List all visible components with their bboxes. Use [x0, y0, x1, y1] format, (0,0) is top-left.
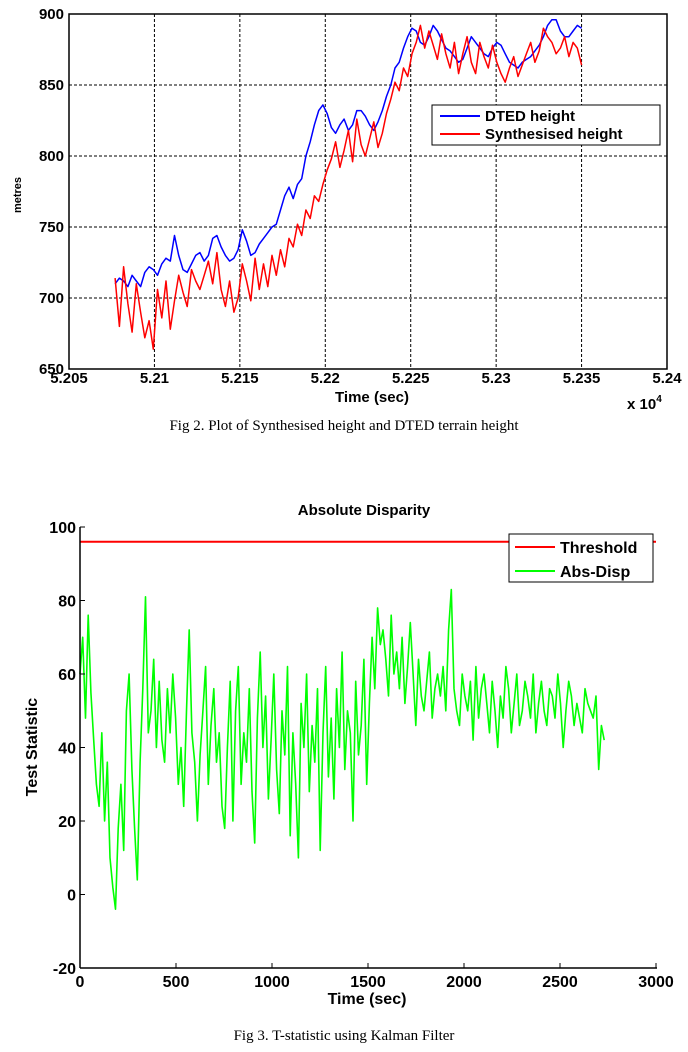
x-axis-label: Time (sec)	[335, 389, 409, 406]
legend-label-dted: DTED height	[485, 108, 575, 125]
x-tick-label: 5.22	[311, 370, 340, 387]
x-tick-label: 5.215	[221, 370, 259, 387]
x-tick-label: 2000	[446, 974, 482, 991]
y-tick-labels: -20 0 20 40 60 80 100	[49, 520, 85, 978]
y-tick-label: 100	[49, 520, 76, 537]
x-tick-label: 5.205	[50, 370, 88, 387]
x-tick-label: 5.225	[392, 370, 430, 387]
y-tick-label: 60	[58, 667, 76, 684]
legend[interactable]: Threshold Abs-Disp	[508, 533, 654, 583]
legend-box	[508, 533, 654, 583]
y-tick-label: -20	[53, 961, 76, 978]
x-tick-label: 3000	[638, 974, 674, 991]
x-tick-label: 1500	[350, 974, 386, 991]
x-multiplier-base: x 10	[627, 396, 656, 413]
series-line-abs-disp	[79, 588, 605, 911]
legend-label-threshold: Threshold	[560, 540, 637, 557]
x-multiplier-exponent: 4	[656, 394, 662, 405]
chart-title: Absolute Disparity	[298, 502, 431, 519]
y-axis-label: Test Statistic	[24, 698, 41, 797]
y-tick-label: 650	[39, 361, 64, 378]
y-tick-labels: 650 700 750 800 850 900	[39, 6, 64, 378]
y-axis-label: metres	[12, 177, 24, 213]
legend-label-absdisp: Abs-Disp	[560, 564, 630, 581]
series-line-dted-height	[114, 18, 583, 288]
figure-caption-3: Fig 3. T-statistic using Kalman Filter	[233, 1028, 455, 1044]
x-multiplier: x 104	[627, 394, 662, 413]
x-tick-labels: 0 500 1000 1500 2000 2500 3000	[76, 963, 674, 991]
x-tick-label: 5.21	[140, 370, 169, 387]
x-tick-label: 1000	[254, 974, 290, 991]
x-tick-label: 2500	[542, 974, 578, 991]
grid-lines	[69, 14, 667, 369]
x-tick-label: 5.24	[652, 370, 682, 387]
y-tick-label: 40	[58, 741, 76, 758]
y-tick-label: 850	[39, 77, 64, 94]
x-tick-label: 500	[163, 974, 190, 991]
y-tick-label: 700	[39, 290, 64, 307]
plot-frame	[68, 13, 668, 370]
x-tick-label: 5.23	[482, 370, 511, 387]
x-tick-labels: 5.205 5.21 5.215 5.22 5.225 5.23 5.235 5.24	[50, 370, 682, 387]
y-tick-label: 0	[67, 888, 76, 905]
y-tick-label: 750	[39, 219, 64, 236]
series-line-synthesised-height	[114, 24, 583, 350]
legend-label-synth: Synthesised height	[485, 126, 623, 143]
y-tick-label: 800	[39, 148, 64, 165]
legend-box	[431, 104, 661, 146]
series-group	[79, 540, 656, 911]
figure-caption-2: Fig 2. Plot of Synthesised height and DT…	[169, 418, 519, 434]
x-tick-label: 5.235	[563, 370, 601, 387]
x-axis-label: Time (sec)	[328, 991, 407, 1008]
x-tick-label: 0	[76, 974, 85, 991]
y-tick-label: 900	[39, 6, 64, 23]
y-tick-label: 80	[58, 594, 76, 611]
y-tick-label: 20	[58, 814, 76, 831]
series-group	[114, 18, 583, 350]
legend[interactable]: DTED height Synthesised height	[431, 104, 661, 146]
